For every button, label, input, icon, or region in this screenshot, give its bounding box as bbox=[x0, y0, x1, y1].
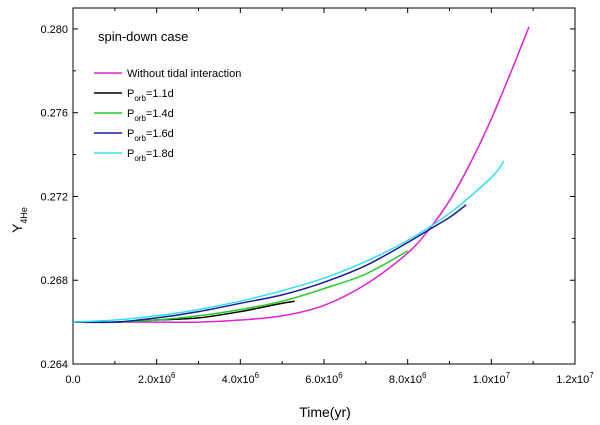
legend-label-2: Porb=1.4d bbox=[127, 108, 174, 123]
y-tick-label: 0.272 bbox=[40, 191, 68, 203]
series-line-3 bbox=[72, 204, 467, 324]
x-tick-label: 0.0 bbox=[65, 374, 80, 386]
x-tick-label: 8.0x106 bbox=[389, 371, 427, 386]
legend-label-0: Without tidal interaction bbox=[127, 68, 241, 80]
chart-annotation: spin-down case bbox=[98, 29, 188, 44]
x-tick-label: 4.0x106 bbox=[222, 371, 260, 386]
y-tick-label: 0.280 bbox=[40, 24, 68, 36]
x-tick-label: 1.2x107 bbox=[556, 371, 594, 386]
series-lines bbox=[72, 26, 530, 324]
x-tick-label: 2.0x106 bbox=[138, 371, 176, 386]
x-tick-label: 6.0x106 bbox=[305, 371, 343, 386]
legend-label-4: Porb=1.8d bbox=[127, 148, 174, 163]
y-tick-label: 0.276 bbox=[40, 108, 68, 120]
y-axis-title: Y4He bbox=[9, 207, 29, 233]
y-axis-title-sub: 4He bbox=[19, 207, 29, 224]
legend-label-3: Porb=1.6d bbox=[127, 128, 174, 143]
legend: Without tidal interaction Porb=1.1d Porb=1… bbox=[94, 68, 241, 163]
series-line-0 bbox=[72, 26, 530, 324]
plot-frame bbox=[72, 7, 576, 365]
x-tick-label: 1.0x107 bbox=[473, 371, 511, 386]
x-axis-title: Time(yr) bbox=[299, 404, 351, 420]
axis-ticks: 0.0 2.0x106 4.0x106 6.0x106 8.0x106 1.0x107 1.… bbox=[40, 8, 594, 386]
y-axis-title-main: Y bbox=[9, 223, 25, 233]
y-tick-label: 0.264 bbox=[40, 359, 68, 371]
svg-text:Y4He: Y4He bbox=[9, 207, 29, 233]
y-tick-label: 0.268 bbox=[40, 275, 68, 287]
legend-label-1: Porb=1.1d bbox=[127, 88, 174, 103]
series-line-4 bbox=[72, 160, 505, 323]
